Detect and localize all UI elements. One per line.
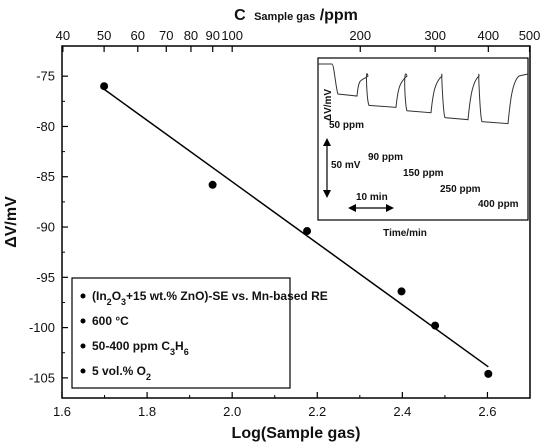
fit-line	[103, 88, 489, 368]
legend-text-part: 50-400 ppm C	[92, 339, 170, 353]
time-scale-label: 10 min	[356, 192, 388, 203]
main-plot: 1.6 1.8 2.0 2.2 2.4 2.6 -75 -80 -85 -90 -95 -100 -10…	[29, 28, 540, 419]
y-tick-label: -85	[36, 169, 55, 184]
legend-text-part: O	[112, 289, 121, 303]
legend-bullet	[80, 368, 86, 374]
voltage-scale-arrow-up	[323, 138, 331, 146]
legend: (In2O3+15 wt.% ZnO)-SE vs. Mn-based RE60…	[71, 277, 328, 389]
top-axis-title-main: C	[234, 7, 246, 24]
data-point	[397, 287, 406, 296]
voltage-scale-label: 50 mV	[331, 160, 361, 171]
x-tick-label: 1.8	[138, 404, 156, 419]
y-tick-label: -100	[29, 320, 55, 335]
legend-item: 50-400 ppm C3H6	[92, 339, 189, 357]
top-tick-label: 200	[349, 28, 371, 43]
time-scale-arrow-right	[386, 204, 394, 212]
legend-subscript: 3	[170, 347, 175, 357]
inset-concentration-label: 400 ppm	[478, 199, 519, 210]
legend-item: (In2O3+15 wt.% ZnO)-SE vs. Mn-based RE	[92, 289, 328, 307]
inset-concentration-label: 150 ppm	[403, 168, 444, 179]
legend-text-part: 5 vol.% O	[92, 364, 146, 378]
top-tick-label: 80	[184, 28, 198, 43]
legend-bullet	[80, 318, 86, 324]
y-tick-label: -80	[36, 119, 55, 134]
y-tick-label: -75	[36, 69, 55, 84]
inset-concentration-label: 250 ppm	[440, 184, 481, 195]
legend-text-part: (In	[92, 289, 107, 303]
x-axis-title: Log(Sample gas)	[232, 425, 361, 442]
data-point	[484, 369, 493, 378]
inset-response-curve	[318, 63, 529, 125]
legend-subscript: 2	[107, 297, 112, 307]
x-tick-label: 2.4	[393, 404, 411, 419]
top-axis-title-unit: /ppm	[320, 7, 358, 24]
top-tick-label: 100	[221, 28, 243, 43]
top-tick-label: 90	[205, 28, 219, 43]
legend-text-part: +15 wt.% ZnO)-SE vs. Mn-based RE	[126, 289, 328, 303]
data-point	[100, 82, 109, 91]
legend-item: 5 vol.% O2	[92, 364, 151, 382]
legend-item: 600 °C	[92, 314, 129, 328]
top-axis-title-sub: Sample gas	[254, 11, 315, 23]
top-tick-label: 50	[97, 28, 111, 43]
top-tick-label: 500	[519, 28, 541, 43]
y-tick-label: -105	[29, 370, 55, 385]
legend-subscript: 6	[184, 347, 189, 357]
y-tick-label: -95	[36, 270, 55, 285]
inset-concentration-label: 90 ppm	[368, 152, 403, 163]
inset-x-title: Time/min	[383, 228, 427, 239]
inset-y-title: ΔV/mV	[323, 89, 334, 122]
legend-text-part: H	[175, 339, 184, 353]
legend-text-part: 600 °C	[92, 314, 129, 328]
legend-bullet	[80, 343, 86, 349]
inset-concentration-label: 50 ppm	[329, 120, 364, 131]
top-tick-label: 70	[159, 28, 173, 43]
top-tick-label: 60	[131, 28, 145, 43]
data-point	[303, 227, 312, 236]
time-scale-arrow-left	[348, 204, 356, 212]
data-point	[208, 180, 217, 189]
y-tick-label: -90	[36, 220, 55, 235]
x-tick-label: 2.0	[223, 404, 241, 419]
top-axis-title: C Sample gas /ppm	[234, 7, 358, 24]
top-tick-label: 300	[424, 28, 446, 43]
legend-bullet	[80, 293, 86, 299]
top-tick-label: 400	[477, 28, 499, 43]
x-tick-label: 1.6	[53, 404, 71, 419]
plot-frame	[61, 45, 531, 399]
top-tick-label: 40	[56, 28, 70, 43]
y-axis-title: ΔV/mV	[3, 196, 20, 248]
x-tick-label: 2.6	[478, 404, 496, 419]
legend-subscript: 2	[146, 372, 151, 382]
legend-frame	[71, 277, 291, 389]
data-point	[431, 321, 440, 330]
inset-frame	[317, 57, 529, 221]
voltage-scale-arrow-down	[323, 190, 331, 198]
legend-subscript: 3	[121, 297, 126, 307]
x-tick-label: 2.2	[308, 404, 326, 419]
